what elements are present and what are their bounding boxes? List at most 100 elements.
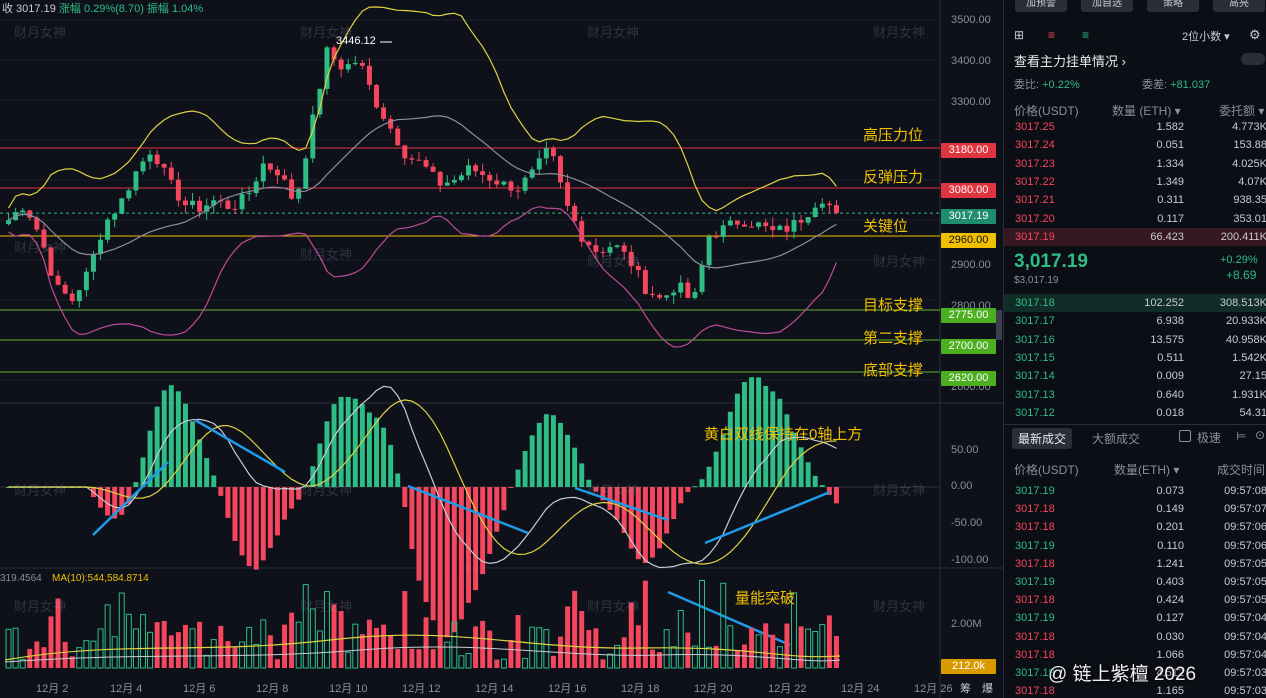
filter-icon[interactable]: ⊨ — [1236, 429, 1247, 443]
price-chart[interactable] — [0, 0, 1003, 698]
volume-bar — [175, 632, 181, 668]
trade-qty: 0.149 — [1156, 503, 1184, 516]
volume-bar — [41, 647, 47, 668]
col-header-qty[interactable]: 数量 (ETH) ▾ — [1112, 104, 1181, 118]
bid-row[interactable]: 3017.16 13.575 40.958K — [1004, 331, 1266, 349]
volume-bar — [90, 640, 97, 669]
candle-body — [473, 165, 479, 172]
chip-button[interactable]: 筹 — [960, 683, 971, 695]
bid-row[interactable]: 3017.17 6.938 20.933K — [1004, 312, 1266, 330]
tab-latest-trades[interactable]: 最新成交 — [1012, 428, 1073, 449]
main-order-link[interactable]: 查看主力挂单情况 › — [1014, 54, 1126, 69]
macd-histogram-bar — [409, 487, 415, 549]
ratio-value: +0.22% — [1042, 79, 1080, 91]
bid-row[interactable]: 3017.12 0.018 54.31 — [1004, 404, 1266, 422]
trade-header-time: 成交时间 — [1217, 463, 1266, 477]
ask-qty: 66.423 — [1150, 230, 1184, 243]
ask-row[interactable]: 3017.25 1.582 4.773K — [1004, 118, 1266, 136]
level-badge-2775: 2775.00 — [941, 308, 996, 323]
ask-row[interactable]: 3017.20 0.117 353.01 — [1004, 210, 1266, 228]
bid-row[interactable]: 3017.13 0.640 1.931K — [1004, 386, 1266, 404]
volume-bar — [388, 635, 394, 668]
trade-header-qty[interactable]: 数量(ETH) ▾ — [1114, 463, 1180, 477]
macd-histogram-bar — [664, 487, 670, 534]
candle-body — [388, 118, 394, 129]
volume-bar — [316, 630, 323, 669]
level-badge-2620: 2620.00 — [941, 371, 996, 386]
volume-bar — [246, 626, 253, 669]
volume-bar — [798, 626, 804, 668]
bid-qty: 13.575 — [1150, 333, 1184, 346]
macd-histogram-bar — [190, 421, 195, 487]
volume-bar — [423, 617, 429, 668]
volume-bar — [720, 582, 727, 669]
ask-row[interactable]: 3017.21 0.311 938.35 — [1004, 191, 1266, 209]
candle-body — [204, 205, 210, 212]
add-watchlist-button[interactable]: 加自选 — [1081, 0, 1133, 12]
ask-row[interactable]: 3017.24 0.051 153.88 — [1004, 136, 1266, 154]
ask-row[interactable]: 3017.22 1.349 4.07K — [1004, 173, 1266, 191]
settings-gear-icon[interactable]: ⚙ — [1249, 27, 1261, 42]
candle-body — [501, 181, 507, 185]
macd-histogram-bar — [699, 479, 705, 487]
macd-histogram-bar — [112, 487, 118, 519]
candle-body — [232, 208, 238, 210]
macd-histogram-bar — [133, 482, 139, 487]
macd-histogram-bar — [246, 487, 252, 567]
candle-body — [296, 188, 302, 199]
volume-bar — [579, 611, 585, 668]
macd-histogram-bar — [749, 377, 755, 487]
volume-bar — [550, 655, 556, 668]
macd-axis-50: 50.00 — [951, 444, 979, 456]
volume-bar — [338, 611, 344, 668]
info-icon[interactable]: ⊙ — [1255, 428, 1266, 442]
macd-histogram-bar — [621, 487, 627, 534]
macd-histogram-bar — [218, 487, 224, 496]
burst-button[interactable]: 爆 — [982, 683, 993, 695]
col-header-amount[interactable]: 委托额 ▾ — [1219, 104, 1265, 118]
volume-bar — [345, 651, 352, 669]
chart-area[interactable]: 收 3017.19 涨幅 0.29%(8.70) 振幅 1.04% 3500.0… — [0, 0, 1003, 698]
strategy-button[interactable]: 策略 — [1147, 0, 1199, 12]
layout-asks-icon[interactable]: ≡ — [1048, 28, 1056, 42]
x-label-dec22: 12月 22 — [768, 683, 807, 695]
bid-qty: 0.511 — [1157, 351, 1184, 364]
ask-qty: 0.311 — [1157, 194, 1184, 207]
macd-histogram-bar — [678, 487, 684, 504]
candle-body — [720, 225, 726, 237]
add-alert-button[interactable]: 加预警 — [1015, 0, 1067, 12]
boll-middle-band — [8, 115, 837, 269]
layout-both-icon[interactable]: ⊞ — [1014, 28, 1025, 42]
trade-row: 3017.18 1.165 09:57:03 — [1004, 682, 1266, 698]
macd-histogram-bar — [437, 487, 443, 634]
candle-body — [402, 145, 408, 159]
volume-bar — [487, 630, 493, 668]
ask-amount: 4.07K — [1238, 175, 1266, 188]
volume-bar — [267, 635, 273, 668]
tab-large-trades[interactable]: 大额成交 — [1092, 432, 1141, 446]
volume-bar — [614, 644, 621, 669]
macd-histogram-bar — [586, 479, 592, 487]
candle-body — [211, 200, 217, 206]
precision-select[interactable]: 2位小数 ▾ — [1182, 31, 1230, 43]
bid-amount: 20.933K — [1226, 315, 1266, 328]
price-axis-3300: 3300.00 — [951, 96, 991, 108]
candle-body — [579, 221, 585, 242]
fast-checkbox[interactable] — [1179, 430, 1191, 442]
candle-body — [366, 65, 372, 85]
volume-bar — [812, 630, 819, 669]
ask-row[interactable]: 3017.23 1.334 4.025K — [1004, 155, 1266, 173]
main-order-toggle[interactable] — [1241, 53, 1265, 65]
candle-body — [98, 239, 104, 255]
bid-row[interactable]: 3017.15 0.511 1.542K — [1004, 349, 1266, 367]
ask-amount: 353.01 — [1233, 212, 1266, 225]
macd-histogram-bar — [444, 487, 450, 638]
bid-row[interactable]: 3017.18 102.252 308.513K — [1004, 294, 1266, 312]
layout-bids-icon[interactable]: ≡ — [1082, 28, 1090, 42]
bid-row[interactable]: 3017.14 0.009 27.15 — [1004, 367, 1266, 385]
volume-bar — [409, 648, 415, 668]
ask-row[interactable]: 3017.19 66.423 200.411K — [1004, 227, 1266, 246]
macd-dif-line — [8, 385, 837, 569]
highlight-button[interactable]: 高亮 — [1213, 0, 1265, 12]
candle-body — [154, 154, 160, 165]
